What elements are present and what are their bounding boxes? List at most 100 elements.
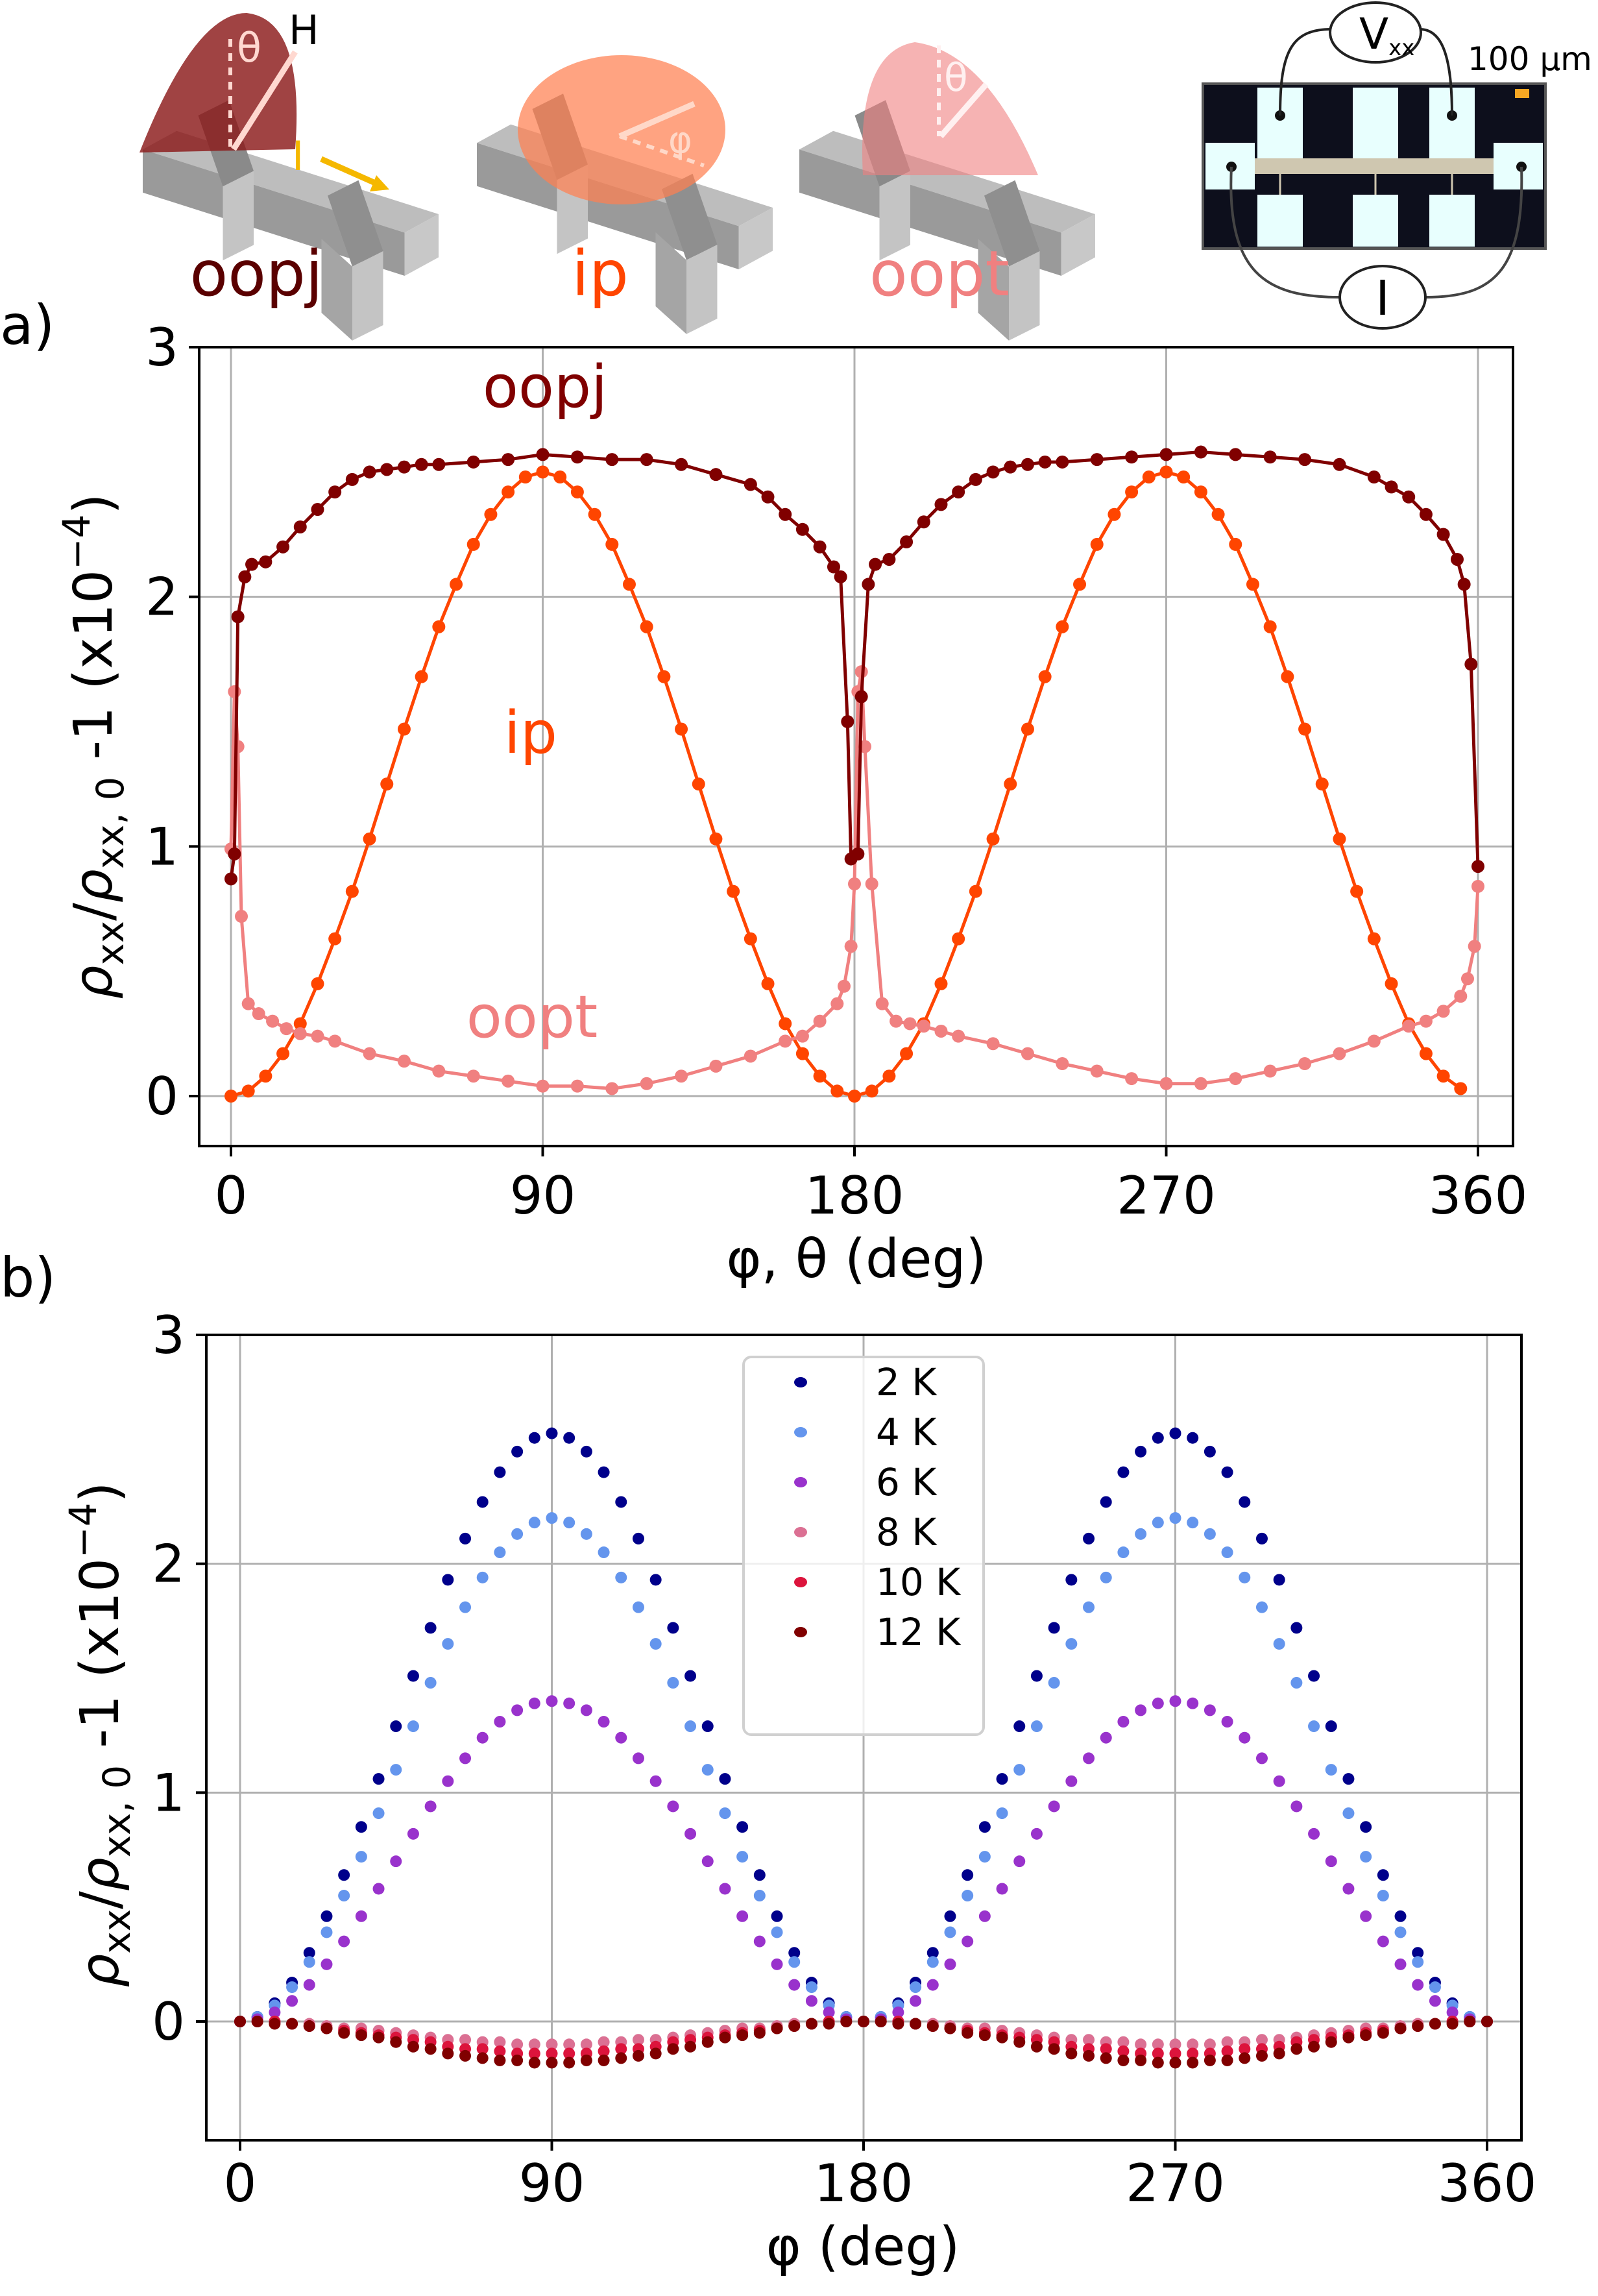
legend-entry: 6 K bbox=[794, 1460, 938, 1504]
data-point bbox=[1239, 1731, 1251, 1744]
data-point bbox=[910, 1995, 922, 2007]
data-point bbox=[744, 478, 757, 491]
data-point bbox=[252, 1007, 265, 1021]
data-point bbox=[1187, 2057, 1199, 2069]
axes-frame-a bbox=[198, 346, 1514, 1147]
data-point bbox=[546, 2038, 558, 2051]
data-point bbox=[1454, 990, 1468, 1003]
data-point bbox=[605, 1082, 619, 1095]
data-point bbox=[1048, 1800, 1060, 1813]
data-point bbox=[1030, 1670, 1043, 1682]
x-tick-label: 0 bbox=[215, 1166, 248, 1226]
legend-marker bbox=[794, 1427, 807, 1437]
data-point bbox=[900, 1047, 914, 1060]
data-point bbox=[1065, 2047, 1078, 2060]
scale-bar-label: 100 µm bbox=[1468, 40, 1592, 78]
data-point bbox=[338, 2027, 350, 2039]
data-point bbox=[1187, 1432, 1199, 1444]
data-point bbox=[709, 468, 723, 482]
data-point bbox=[1169, 1512, 1181, 1524]
oopt-rotation-plane bbox=[862, 42, 1038, 175]
data-point bbox=[570, 450, 584, 464]
legend-marker bbox=[794, 1377, 807, 1387]
data-point bbox=[848, 877, 861, 891]
data-point bbox=[1169, 2038, 1181, 2051]
data-point bbox=[598, 1546, 610, 1559]
data-point bbox=[1394, 1958, 1407, 1970]
data-point bbox=[1367, 932, 1381, 946]
y-tick-label: 0 bbox=[145, 1066, 178, 1127]
x-tick-label: 90 bbox=[519, 2153, 585, 2214]
data-point bbox=[1117, 2054, 1130, 2066]
data-point bbox=[528, 1697, 540, 1709]
data-point bbox=[753, 1890, 766, 1902]
data-point bbox=[518, 470, 532, 484]
data-point bbox=[841, 715, 854, 728]
data-point bbox=[834, 570, 847, 583]
data-point bbox=[1246, 578, 1259, 591]
legend-label: 10 K bbox=[876, 1560, 962, 1604]
data-point bbox=[667, 1622, 679, 1634]
data-point bbox=[1030, 1720, 1043, 1733]
data-point bbox=[338, 1935, 350, 1948]
data-point bbox=[372, 2031, 385, 2044]
data-point bbox=[962, 1890, 974, 1902]
data-point bbox=[1273, 1574, 1285, 1586]
data-point bbox=[1204, 1445, 1216, 1458]
data-point bbox=[432, 458, 446, 471]
data-point bbox=[1239, 2052, 1251, 2064]
data-point bbox=[466, 455, 480, 469]
y-label-part-slash: / bbox=[69, 1891, 131, 1909]
data-point bbox=[1152, 1517, 1164, 1529]
data-point bbox=[363, 465, 376, 479]
legend-entry: 10 K bbox=[794, 1560, 962, 1604]
data-point bbox=[1255, 1752, 1268, 1765]
data-point bbox=[563, 2047, 575, 2060]
data-point bbox=[1135, 2038, 1147, 2051]
data-point bbox=[632, 1532, 644, 1545]
data-point bbox=[245, 557, 259, 571]
data-point bbox=[795, 522, 809, 536]
data-point bbox=[269, 2006, 281, 2018]
data-point bbox=[1298, 1056, 1312, 1070]
data-point bbox=[1255, 2049, 1268, 2062]
current-arrowhead-icon bbox=[370, 175, 389, 191]
data-point bbox=[563, 2057, 575, 2069]
data-point bbox=[771, 1910, 783, 1922]
data-point bbox=[1325, 1720, 1337, 1733]
data-point bbox=[598, 1716, 610, 1728]
data-point bbox=[1125, 1072, 1139, 1086]
data-point bbox=[1048, 1677, 1060, 1689]
data-point bbox=[926, 1956, 939, 1968]
data-point bbox=[1290, 1622, 1303, 1634]
series-oopt bbox=[224, 665, 1484, 1095]
data-point bbox=[1290, 1677, 1303, 1689]
data-point bbox=[1117, 1716, 1130, 1728]
x-tick-label: 360 bbox=[1429, 1166, 1528, 1226]
data-point bbox=[397, 722, 411, 736]
data-point bbox=[934, 498, 948, 511]
data-point bbox=[528, 2038, 540, 2051]
data-point bbox=[1187, 1517, 1199, 1529]
data-point bbox=[830, 1084, 844, 1098]
data-point bbox=[484, 507, 498, 521]
y-label-part-sub1: xx bbox=[95, 1909, 139, 1954]
data-point bbox=[1385, 480, 1398, 494]
series-a bbox=[224, 445, 1484, 1103]
data-point bbox=[978, 1910, 991, 1922]
data-point bbox=[1308, 2040, 1320, 2053]
y-label-part-sub2: xx, 0 bbox=[95, 1765, 139, 1857]
data-point bbox=[944, 1958, 956, 1970]
data-point bbox=[813, 1014, 827, 1028]
data-point bbox=[1100, 1571, 1112, 1583]
data-point bbox=[952, 1029, 965, 1043]
data-point bbox=[632, 1601, 644, 1613]
scale-bar bbox=[1515, 89, 1529, 98]
data-point bbox=[502, 453, 515, 467]
data-point bbox=[328, 485, 342, 499]
data-point bbox=[1255, 1601, 1268, 1613]
data-point bbox=[823, 2018, 835, 2030]
data-point bbox=[649, 1775, 662, 1787]
data-point bbox=[709, 1059, 723, 1073]
data-point bbox=[580, 1704, 592, 1716]
